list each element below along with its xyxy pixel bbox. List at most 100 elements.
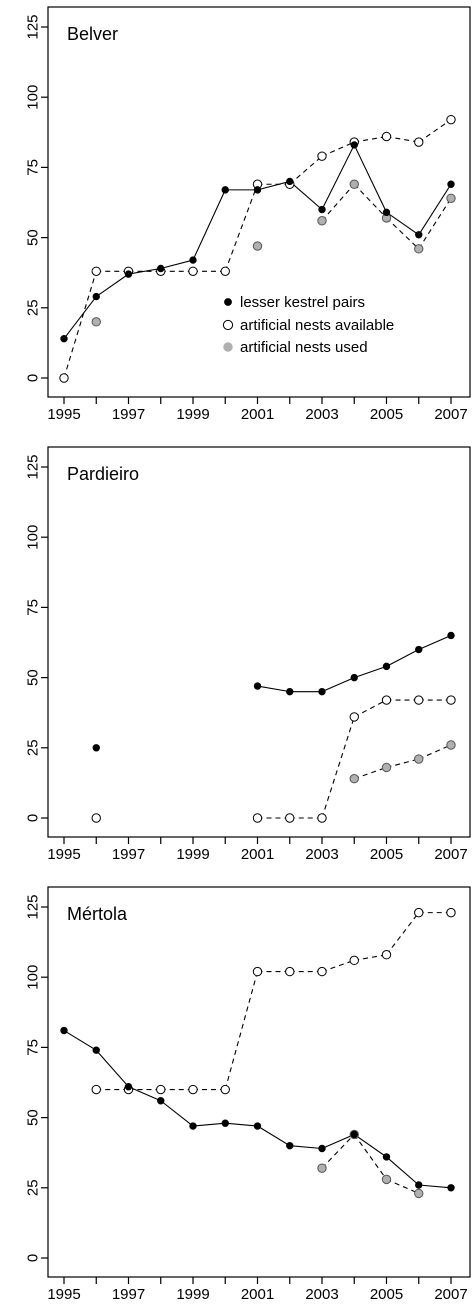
panel-3-x-tick-label: 2003 [305, 1286, 338, 1303]
panel-1-x-tick-label: 1995 [47, 406, 80, 423]
panel-2-used-line [418, 744, 452, 760]
panel-3-pairs-line [160, 1100, 194, 1127]
panel-1-available-point [414, 137, 424, 147]
panel-3-pairs-line [95, 1049, 129, 1088]
panel-1-x-tick-label: 2001 [241, 406, 274, 423]
panel-3-available-point [285, 966, 295, 977]
panel-1-y-tick-label: 50 [25, 229, 42, 246]
panel-2-y-tick-label: 75 [25, 599, 42, 616]
panel-1-pairs-line [160, 259, 194, 270]
panel-1-pairs-point [157, 264, 165, 273]
panel-2-pairs-point [447, 631, 455, 640]
panel-1-pairs-line [321, 144, 355, 210]
legend-marker-available [222, 319, 234, 331]
panel-2-pairs-point [350, 673, 358, 682]
panel-3-available-point [446, 907, 456, 918]
panel-3-pairs-point [318, 1144, 326, 1153]
panel-1-available-line [63, 271, 97, 379]
panel-3-pairs-point [286, 1141, 294, 1150]
panel-1-used-line [386, 217, 420, 250]
panel-1-title: Belver [67, 24, 118, 44]
panel-1-used-point [414, 244, 424, 254]
panel-1-pairs-line [192, 189, 226, 261]
panel-1-used-point [446, 193, 456, 203]
panel-1-pairs-point [382, 208, 391, 217]
panel-2-available-point [349, 712, 359, 722]
panel-2-x-tick-label: 2001 [241, 846, 274, 863]
panel-2-pairs-point [382, 662, 391, 671]
panel-1-pairs-line [386, 211, 420, 236]
panel-2-pairs-line [257, 685, 290, 693]
panel-1-x-tick-label: 2007 [434, 406, 467, 423]
panel-1-pairs-point [447, 180, 455, 188]
panel-2-x-tick-label: 1999 [176, 846, 209, 863]
panel-3-available-line [224, 971, 259, 1090]
panel-1-pairs-point [286, 177, 294, 186]
panel-2-x-tick-label: 2007 [434, 846, 467, 863]
panel-1-pairs-point [92, 292, 100, 301]
panel-1-pairs-point [415, 231, 423, 239]
panel-1-available-point [446, 114, 456, 125]
panel-1-pairs-line [128, 267, 161, 275]
panel-1-pairs-point [221, 186, 229, 194]
panel-3-available-point [188, 1084, 198, 1095]
panel-1-pairs-line [353, 144, 387, 213]
panel-3-title: Mértola [67, 904, 128, 924]
panel-3-y-tick-label: 50 [25, 1109, 42, 1126]
panel-3-x-tick-label: 1995 [47, 1286, 80, 1303]
panel-1-x-tick-label: 1999 [176, 406, 209, 423]
panel-3-available-point [91, 1084, 101, 1095]
panel-1-y-tick-label: 0 [25, 374, 42, 382]
panel-1-pairs-point [318, 205, 326, 214]
panel-2-pairs-line [354, 665, 387, 679]
panel-1-available-line [354, 135, 387, 143]
panel-2-available-point [317, 813, 327, 823]
panel-2-x-tick-label: 2005 [370, 846, 403, 863]
panel-2-used-point [446, 740, 456, 750]
panel-2-x-tick-label: 1997 [112, 846, 145, 863]
legend-label-available: artificial nests available [240, 317, 394, 334]
panel-3-pairs-line [225, 1122, 258, 1127]
panel-3-x-tick-label: 2001 [241, 1286, 274, 1303]
panel-3-used-line [321, 1134, 355, 1169]
panel-2-pairs-point [318, 687, 326, 696]
legend-label-pairs: lesser kestrel pairs [240, 294, 365, 311]
panel-1-available-line [418, 119, 452, 143]
panel-2-used-line [354, 766, 387, 780]
legend-marker-pairs [224, 298, 232, 306]
panel-3-pairs-point [189, 1122, 197, 1130]
panel-1-used-line [321, 183, 355, 222]
panel-1-available-line [224, 184, 259, 272]
panel-3-pairs-line [353, 1133, 387, 1158]
panel-3-used-point [381, 1174, 392, 1185]
panel-2-pairs-point [253, 682, 262, 690]
panel-2-pairs-point [92, 744, 100, 752]
panel-3-y-tick-label: 25 [25, 1179, 42, 1196]
panel-1-available-point [91, 266, 101, 276]
panel-1-pairs-line [95, 273, 129, 298]
panel-1-x-tick-label: 2003 [305, 406, 338, 423]
panel-1-pairs-line [257, 180, 290, 191]
panel-2-used-point [414, 754, 424, 764]
panel-1-available-line [289, 155, 323, 185]
panel-3-x-tick-label: 2007 [434, 1286, 467, 1303]
panel-3-pairs-point [157, 1097, 165, 1105]
panel-3-available-point [349, 955, 359, 966]
panel-3-pairs-point [447, 1184, 455, 1192]
panel-1-used-point [349, 179, 359, 189]
panel-2-available-point [381, 695, 392, 705]
panel-1-available-line [321, 141, 355, 157]
panel-2-available-point [446, 695, 456, 705]
panel-1-used-line [353, 183, 387, 219]
panel-2-used-point [349, 773, 359, 784]
panel-3-pairs-point [221, 1119, 229, 1127]
panel-2-used-line [386, 758, 419, 768]
panel-1-y-tick-label: 100 [25, 85, 42, 110]
panel-2-available-point [285, 813, 295, 823]
legend-marker-used [223, 342, 233, 352]
panel-3-x-tick-label: 1999 [176, 1286, 209, 1303]
panel-3-y-tick-label: 100 [25, 965, 42, 990]
panel-3-x-tick-label: 2005 [370, 1286, 403, 1303]
panel-3-available-point [220, 1084, 230, 1095]
